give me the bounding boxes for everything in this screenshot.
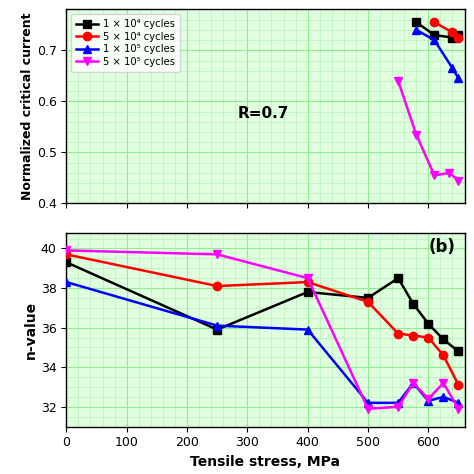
1 × 10⁴ cycles	[456, 32, 461, 38]
1 × 10⁴ cycles	[431, 32, 437, 38]
1 × 10⁴ cycles	[450, 35, 456, 40]
Text: (b): (b)	[428, 238, 456, 256]
Y-axis label: n-value: n-value	[24, 301, 38, 359]
Line: 1 × 10⁴ cycles: 1 × 10⁴ cycles	[412, 18, 463, 42]
1 × 10⁴ cycles	[413, 19, 419, 25]
1 × 10⁵ cycles	[431, 37, 437, 43]
Text: R=0.7: R=0.7	[237, 106, 289, 121]
1 × 10⁵ cycles	[450, 65, 456, 71]
Line: 5 × 10⁴ cycles: 5 × 10⁴ cycles	[430, 18, 463, 42]
5 × 10⁴ cycles	[431, 19, 437, 25]
Y-axis label: Normalized critical current: Normalized critical current	[21, 13, 34, 200]
X-axis label: Tensile stress, MPa: Tensile stress, MPa	[191, 455, 340, 469]
1 × 10⁵ cycles	[413, 27, 419, 33]
Line: 1 × 10⁵ cycles: 1 × 10⁵ cycles	[412, 26, 463, 82]
1 × 10⁵ cycles	[456, 75, 461, 81]
5 × 10⁵ cycles	[413, 132, 419, 137]
Line: 5 × 10⁵ cycles: 5 × 10⁵ cycles	[394, 77, 463, 185]
5 × 10⁵ cycles	[447, 170, 452, 176]
5 × 10⁵ cycles	[431, 173, 437, 178]
5 × 10⁴ cycles	[456, 35, 461, 40]
5 × 10⁴ cycles	[450, 29, 456, 35]
5 × 10⁵ cycles	[456, 178, 461, 183]
Legend: 1 × 10⁴ cycles, 5 × 10⁴ cycles, 1 × 10⁵ cycles, 5 × 10⁵ cycles: 1 × 10⁴ cycles, 5 × 10⁴ cycles, 1 × 10⁵ …	[72, 15, 181, 72]
5 × 10⁵ cycles	[395, 78, 401, 84]
